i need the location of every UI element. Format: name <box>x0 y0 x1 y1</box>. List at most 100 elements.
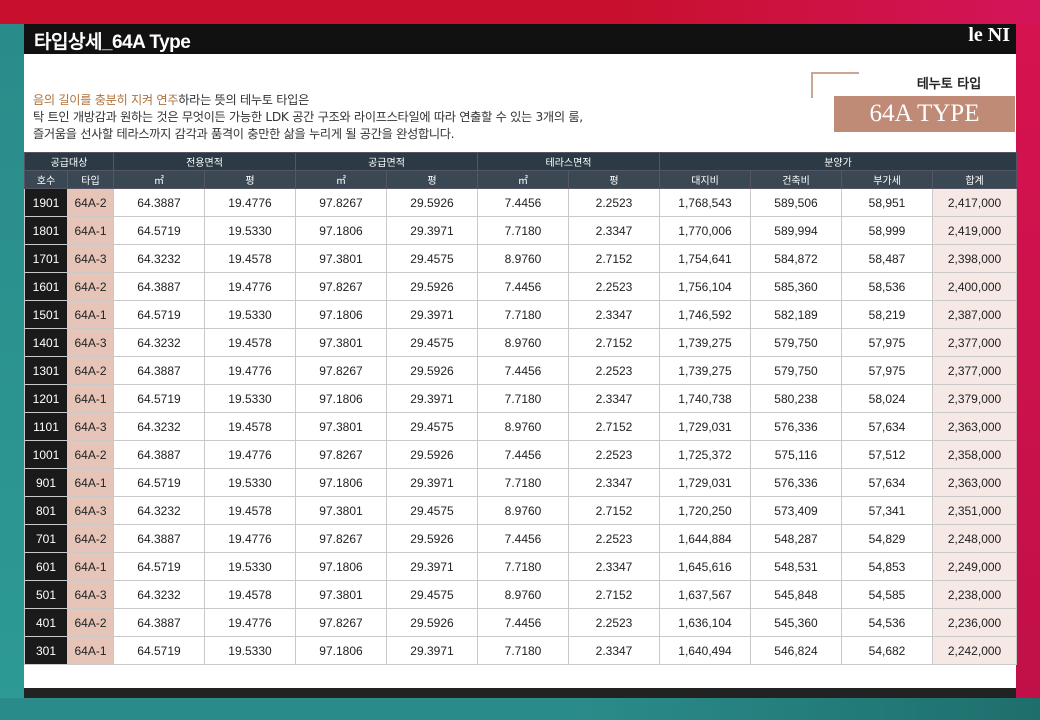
table-cell: 64.3232 <box>113 496 205 525</box>
table-cell: 19.4776 <box>204 524 296 553</box>
table-cell: 1,720,250 <box>659 496 751 525</box>
column-header: 부가세 <box>841 170 933 189</box>
table-row: 901 64A-1 64.5719 19.5330 97.1806 29.3971 7.71… <box>24 468 1018 497</box>
bottom-strip <box>24 688 1016 698</box>
table-cell: 1,739,275 <box>659 356 751 385</box>
table-cell: 19.5330 <box>204 216 296 245</box>
table-row: 1201 64A-1 64.5719 19.5330 97.1806 29.3971 7.7… <box>24 384 1018 413</box>
table-cell: 7.4456 <box>477 188 569 217</box>
table-row: 701 64A-2 64.3887 19.4776 97.8267 29.5926 7.44… <box>24 524 1018 553</box>
type-label: 테누토 타입 <box>916 77 982 92</box>
total-price-cell: 2,238,000 <box>931 580 1018 609</box>
table-cell: 575,116 <box>750 440 842 469</box>
table-cell: 1,645,616 <box>659 552 751 581</box>
table-cell: 19.4578 <box>204 580 296 609</box>
intro-line1: 하라는 뜻의 테누토 타입은 <box>178 93 310 107</box>
table-cell: 573,409 <box>750 496 842 525</box>
page-title: 타입상세_64A Type <box>34 32 191 53</box>
table-row: 1001 64A-2 64.3887 19.4776 97.8267 29.5926 7.4… <box>24 440 1018 469</box>
table-cell: 97.8267 <box>295 188 387 217</box>
total-price-cell: 2,377,000 <box>931 356 1018 385</box>
type-cell: 64A-3 <box>67 496 114 525</box>
column-header: 타입 <box>67 170 114 189</box>
table-cell: 584,872 <box>750 244 842 273</box>
frame-left <box>0 24 24 720</box>
table-cell: 2.7152 <box>568 496 660 525</box>
table-cell: 29.4575 <box>386 244 478 273</box>
group-header: 분양가 <box>658 152 1018 171</box>
table-cell: 19.4776 <box>204 608 296 637</box>
unit-number-cell: 1301 <box>24 356 68 385</box>
table-cell: 19.5330 <box>204 468 296 497</box>
table-cell: 57,634 <box>841 412 933 441</box>
table-cell: 1,768,543 <box>659 188 751 217</box>
table-cell: 64.5719 <box>113 216 205 245</box>
unit-number-cell: 1001 <box>24 440 68 469</box>
table-cell: 548,287 <box>750 524 842 553</box>
total-price-cell: 2,398,000 <box>931 244 1018 273</box>
table-cell: 7.7180 <box>477 300 569 329</box>
unit-number-cell: 901 <box>24 468 68 497</box>
unit-number-cell: 601 <box>24 552 68 581</box>
total-price-cell: 2,363,000 <box>931 468 1018 497</box>
unit-number-cell: 1401 <box>24 328 68 357</box>
table-row: 1601 64A-2 64.3887 19.4776 97.8267 29.5926 7.4… <box>24 272 1018 301</box>
table-cell: 585,360 <box>750 272 842 301</box>
unit-number-cell: 301 <box>24 636 68 665</box>
table-cell: 2.3347 <box>568 552 660 581</box>
table-cell: 1,725,372 <box>659 440 751 469</box>
table-cell: 29.3971 <box>386 300 478 329</box>
table-cell: 2.2523 <box>568 524 660 553</box>
table-cell: 1,754,641 <box>659 244 751 273</box>
group-header: 공급면적 <box>295 152 478 171</box>
table-cell: 2.2523 <box>568 188 660 217</box>
table-cell: 19.5330 <box>204 552 296 581</box>
type-box-bracket <box>811 72 859 98</box>
table-cell: 7.7180 <box>477 636 569 665</box>
type-cell: 64A-1 <box>67 468 114 497</box>
table-cell: 545,360 <box>750 608 842 637</box>
table-cell: 57,341 <box>841 496 933 525</box>
column-header: ㎡ <box>113 170 205 189</box>
table-cell: 97.1806 <box>295 552 387 581</box>
total-price-cell: 2,400,000 <box>931 272 1018 301</box>
type-cell: 64A-3 <box>67 328 114 357</box>
table-cell: 58,999 <box>841 216 933 245</box>
unit-number-cell: 1201 <box>24 384 68 413</box>
column-header: 평 <box>568 170 660 189</box>
table-cell: 64.3887 <box>113 356 205 385</box>
table-cell: 8.9760 <box>477 328 569 357</box>
type-cell: 64A-3 <box>67 580 114 609</box>
frame-bottom <box>0 698 1040 720</box>
table-row: 501 64A-3 64.3232 19.4578 97.3801 29.4575 8.97… <box>24 580 1018 609</box>
group-header: 공급대상 <box>24 152 114 171</box>
table-cell: 8.9760 <box>477 244 569 273</box>
table-cell: 2.2523 <box>568 608 660 637</box>
table-cell: 2.7152 <box>568 580 660 609</box>
total-price-cell: 2,358,000 <box>931 440 1018 469</box>
table-cell: 7.7180 <box>477 468 569 497</box>
column-header: 평 <box>386 170 478 189</box>
type-cell: 64A-1 <box>67 216 114 245</box>
table-cell: 97.1806 <box>295 636 387 665</box>
type-cell: 64A-2 <box>67 524 114 553</box>
table-cell: 64.3887 <box>113 272 205 301</box>
table-cell: 97.1806 <box>295 468 387 497</box>
table-cell: 64.5719 <box>113 552 205 581</box>
table-cell: 579,750 <box>750 328 842 357</box>
unit-number-cell: 501 <box>24 580 68 609</box>
table-row: 1901 64A-2 64.3887 19.4776 97.8267 29.5926 7.4… <box>24 188 1018 217</box>
type-cell: 64A-1 <box>67 552 114 581</box>
brand-logo: le NI <box>968 24 1010 46</box>
table-cell: 29.5926 <box>386 608 478 637</box>
table-cell: 580,238 <box>750 384 842 413</box>
type-cell: 64A-3 <box>67 412 114 441</box>
table-cell: 1,729,031 <box>659 468 751 497</box>
table-cell: 97.1806 <box>295 300 387 329</box>
table-cell: 7.4456 <box>477 356 569 385</box>
table-cell: 7.7180 <box>477 552 569 581</box>
total-price-cell: 2,419,000 <box>931 216 1018 245</box>
table-cell: 19.4776 <box>204 440 296 469</box>
group-header-row: 공급대상 전용면적 공급면적 테라스면적 분양가 <box>24 152 1018 171</box>
table-cell: 97.3801 <box>295 496 387 525</box>
